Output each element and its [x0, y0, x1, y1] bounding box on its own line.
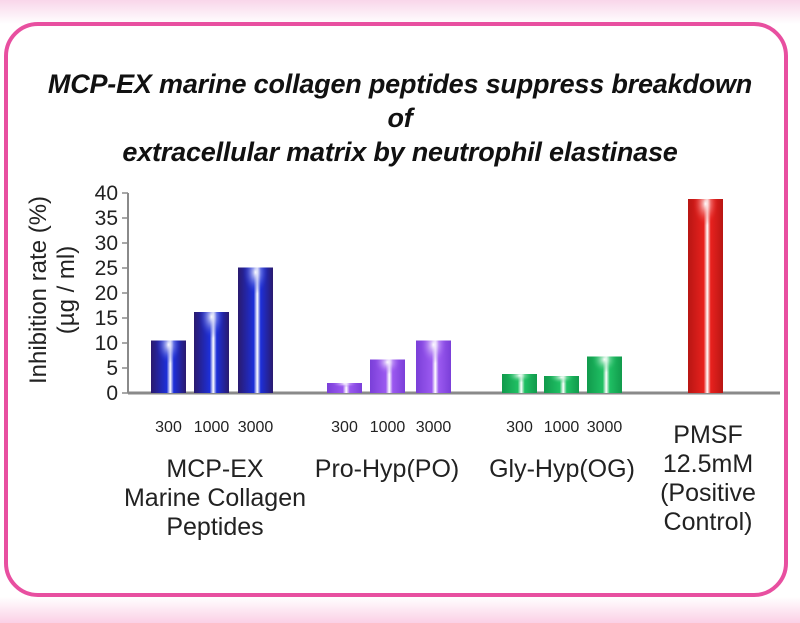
y-tick-label: 40 [95, 182, 118, 205]
dose-label: 1000 [544, 419, 580, 436]
group-label: Gly-Hyp(OG) [489, 455, 635, 483]
dose-label: 3000 [238, 419, 274, 436]
group-label: Pro-Hyp(PO) [315, 455, 459, 483]
bar-highlight [151, 340, 186, 393]
pink-rounded-frame [4, 22, 788, 597]
bar-highlight [587, 356, 622, 393]
chart-title-line-1: MCP-EX marine collagen peptides suppress… [47, 69, 753, 133]
dose-label: 3000 [587, 419, 623, 436]
dose-label: 3000 [416, 419, 452, 436]
bar-highlight [327, 383, 362, 393]
group-label: Marine Collagen [124, 484, 306, 512]
group-label: PMSF [673, 421, 742, 449]
bar-highlight [502, 374, 537, 393]
dose-label: 300 [155, 419, 182, 436]
group-label: Control) [664, 508, 753, 536]
bar-highlight [688, 199, 723, 259]
top-glow [0, 0, 800, 24]
chart-title-line-2: extracellular matrix by neutrophil elast… [122, 137, 678, 167]
y-tick-label: 30 [95, 232, 118, 255]
y-axis-label: Inhibition rate (%) [25, 196, 52, 384]
group-label: 12.5mM [663, 450, 753, 478]
bar-highlight [544, 376, 579, 393]
y-tick-label: 25 [95, 257, 118, 280]
y-tick-label: 20 [95, 282, 118, 305]
y-tick-label: 5 [106, 357, 118, 380]
y-tick-label: 15 [95, 307, 118, 330]
dose-label: 1000 [370, 419, 406, 436]
bar-highlight [416, 340, 451, 393]
dose-label: 300 [331, 419, 358, 436]
dose-label: 1000 [194, 419, 230, 436]
bar-highlight [370, 359, 405, 393]
bottom-glow [0, 597, 800, 623]
group-label: (Positive [660, 479, 756, 507]
y-tick-label: 0 [106, 382, 118, 405]
bar-highlight [194, 312, 229, 372]
group-label: MCP-EX [166, 455, 264, 483]
y-tick-label: 10 [95, 332, 118, 355]
dose-label: 300 [506, 419, 533, 436]
group-label: Peptides [166, 513, 263, 541]
bar-highlight [238, 267, 273, 328]
y-tick-label: 35 [95, 207, 118, 230]
y-axis-label-unit: (µg / ml) [53, 246, 80, 335]
chart-title: MCP-EX marine collagen peptides suppress… [40, 67, 760, 169]
